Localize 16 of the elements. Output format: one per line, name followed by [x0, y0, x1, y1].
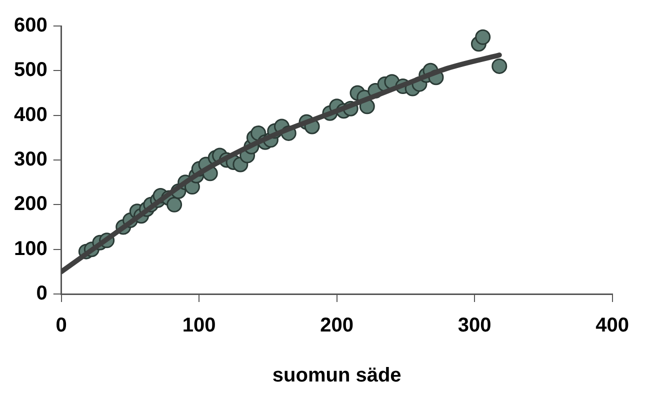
x-tick-label: 200: [320, 314, 354, 337]
x-tick-label: 100: [182, 314, 216, 337]
y-tick-label: 0: [36, 282, 48, 305]
point: [492, 58, 508, 74]
x-axis-title: suomun säde: [272, 364, 402, 387]
x-tick-label: 0: [56, 314, 67, 337]
y-tick-label: 300: [14, 148, 48, 171]
y-tick-label: 100: [14, 238, 48, 260]
x-tick-label: 300: [458, 314, 492, 337]
y-tick-label: 600: [14, 14, 48, 37]
point: [475, 29, 491, 45]
x-tick-label: 400: [596, 314, 630, 337]
y-tick-label: 400: [14, 104, 48, 126]
y-tick-label: 500: [14, 59, 48, 82]
y-tick-label: 200: [14, 193, 48, 216]
point: [166, 196, 182, 212]
